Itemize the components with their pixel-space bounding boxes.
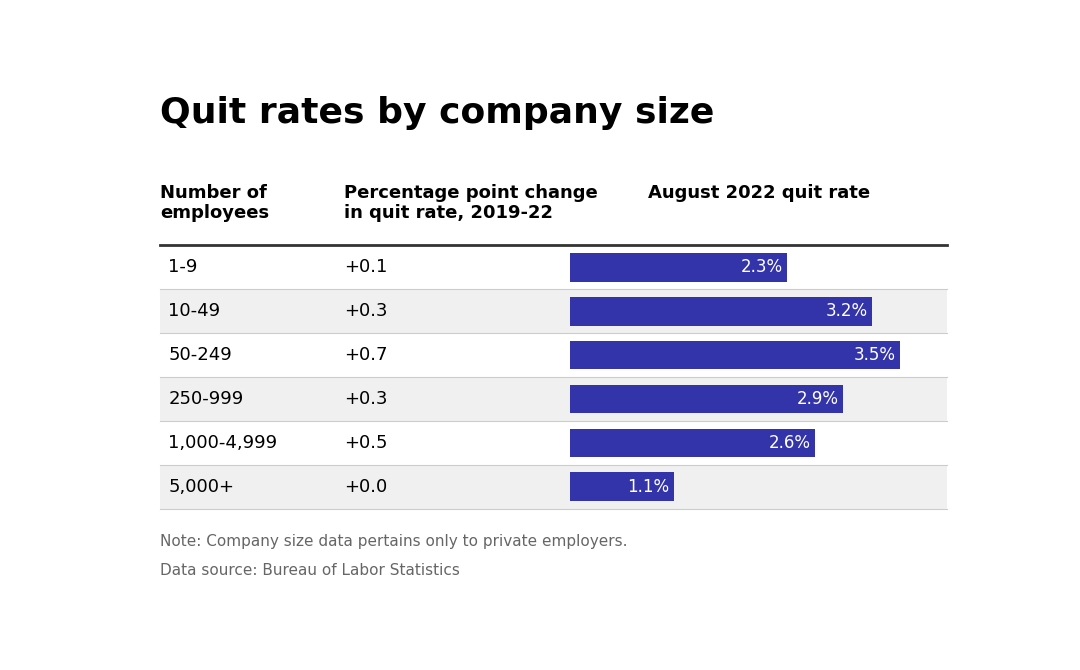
- FancyBboxPatch shape: [570, 385, 843, 413]
- Text: Number of
employees: Number of employees: [160, 184, 269, 222]
- FancyBboxPatch shape: [160, 465, 947, 509]
- FancyBboxPatch shape: [570, 297, 872, 326]
- FancyBboxPatch shape: [160, 333, 947, 377]
- Text: +0.1: +0.1: [345, 259, 388, 277]
- Text: Percentage point change
in quit rate, 2019-22: Percentage point change in quit rate, 20…: [345, 184, 598, 222]
- FancyBboxPatch shape: [160, 421, 947, 465]
- Text: 5,000+: 5,000+: [168, 478, 234, 496]
- Text: 1,000-4,999: 1,000-4,999: [168, 433, 278, 452]
- Text: 3.2%: 3.2%: [825, 302, 867, 320]
- FancyBboxPatch shape: [160, 245, 947, 289]
- Text: 3.5%: 3.5%: [853, 346, 895, 364]
- Text: Note: Company size data pertains only to private employers.: Note: Company size data pertains only to…: [160, 535, 627, 549]
- Text: 2.3%: 2.3%: [741, 259, 783, 277]
- FancyBboxPatch shape: [160, 377, 947, 421]
- FancyBboxPatch shape: [160, 289, 947, 333]
- Text: 1.1%: 1.1%: [627, 478, 670, 496]
- Text: Data source: Bureau of Labor Statistics: Data source: Bureau of Labor Statistics: [160, 563, 460, 578]
- Text: +0.5: +0.5: [345, 433, 388, 452]
- FancyBboxPatch shape: [570, 429, 815, 457]
- FancyBboxPatch shape: [570, 253, 787, 281]
- Text: +0.3: +0.3: [345, 390, 388, 408]
- Text: 250-999: 250-999: [168, 390, 244, 408]
- Text: +0.0: +0.0: [345, 478, 388, 496]
- Text: 50-249: 50-249: [168, 346, 232, 364]
- Text: 2.9%: 2.9%: [797, 390, 839, 408]
- FancyBboxPatch shape: [570, 341, 900, 369]
- FancyBboxPatch shape: [570, 472, 674, 501]
- Text: 10-49: 10-49: [168, 302, 220, 320]
- Text: Quit rates by company size: Quit rates by company size: [160, 96, 715, 130]
- Text: +0.7: +0.7: [345, 346, 388, 364]
- Text: 2.6%: 2.6%: [769, 433, 811, 452]
- Text: 1-9: 1-9: [168, 259, 198, 277]
- Text: +0.3: +0.3: [345, 302, 388, 320]
- Text: August 2022 quit rate: August 2022 quit rate: [648, 184, 869, 202]
